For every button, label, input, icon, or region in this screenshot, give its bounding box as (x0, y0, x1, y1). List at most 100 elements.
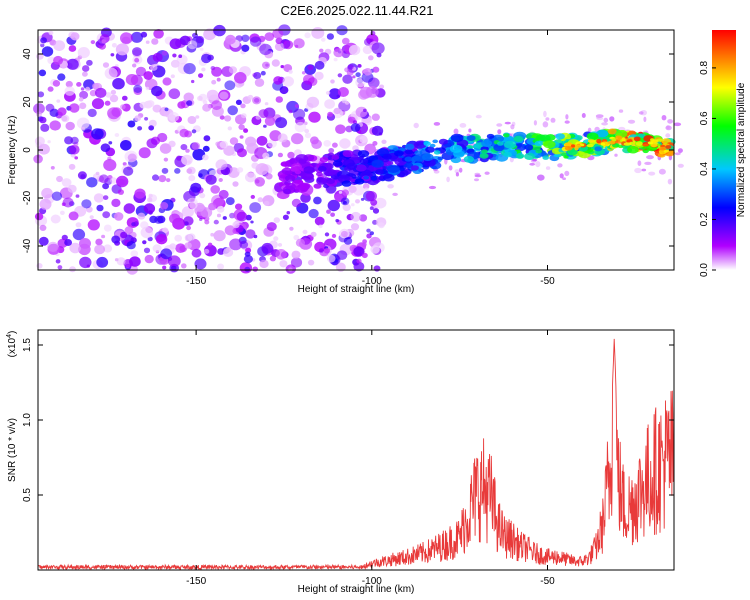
spectrogram-cell (218, 178, 223, 182)
spectrogram-cell (34, 136, 45, 146)
spectrogram-cell (146, 138, 158, 149)
spectrogram-cell (316, 177, 328, 185)
spectrogram-cell (359, 135, 368, 144)
spectrogram-cell (215, 141, 221, 147)
spectrogram-cell (60, 210, 65, 215)
spectrogram-cell (369, 231, 374, 236)
spectrogram-cell (91, 98, 105, 110)
spectrogram-cell (85, 86, 91, 92)
spectrogram-cell (96, 256, 109, 268)
spectrogram-cell (596, 138, 602, 144)
spectrogram-cell (216, 77, 221, 82)
spectrogram-cell (86, 177, 98, 188)
spectrogram-cell (274, 42, 285, 51)
spectrogram-cell (644, 161, 652, 165)
spectrogram-cell (346, 162, 358, 170)
spectrogram-cell (151, 38, 159, 45)
spectrogram-cell (378, 222, 385, 229)
spectrogram-cell (201, 53, 212, 64)
spectrogram-cell (123, 203, 135, 214)
spectrogram-cell (275, 96, 283, 103)
spectrogram-cell (251, 162, 259, 169)
spectrogram-cell (564, 170, 570, 177)
spectrogram-cell (111, 235, 121, 244)
spectrogram-cell (234, 72, 247, 84)
spectrogram-cell (191, 248, 202, 258)
spectrogram-cell (101, 39, 107, 44)
spectrogram-cell (333, 57, 338, 62)
spectrogram-cell (311, 139, 322, 149)
spectrogram-cell (565, 114, 569, 120)
spectrogram-cell (229, 137, 239, 145)
spectrogram-cell (264, 32, 275, 41)
spectrogram-cell (66, 58, 79, 70)
spectrogram-cell (38, 236, 49, 246)
spectrogram-cell (304, 128, 310, 134)
spectrogram-cell (257, 197, 263, 203)
spectrogram-cell (49, 108, 59, 118)
spectrogram-cell (321, 37, 326, 42)
spectrogram-cell (103, 195, 109, 201)
spectrogram-cell (542, 155, 549, 160)
spectrogram-cell (314, 216, 325, 226)
spectrogram-cell (581, 113, 586, 118)
colorbar-label: Normalized spectral amplitude (736, 82, 747, 217)
spectrogram-cell (100, 143, 111, 152)
spectrogram-cell (277, 152, 283, 158)
spectrogram-cell (319, 156, 329, 163)
snr-marks (37, 338, 675, 571)
spectrogram-cell (365, 191, 377, 202)
spectrogram-cell (157, 132, 168, 143)
spectrogram-cell (463, 155, 475, 163)
spectrogram-cell (362, 183, 370, 190)
spectrogram-cell (643, 116, 647, 123)
spectrogram-cell (172, 53, 177, 58)
spectrogram-cell (187, 40, 198, 50)
spectrogram-cell (142, 240, 147, 245)
snr-y-ticks: 0.5 1.0 1.5 (22, 338, 674, 502)
spectrogram-cell (360, 197, 365, 201)
spectrogram-cell (134, 57, 140, 63)
spectrogram-cell (49, 120, 61, 131)
spectrogram-cell (243, 255, 253, 264)
spectrogram-cell (68, 163, 76, 170)
spectrogram-cell (503, 133, 510, 138)
snr-multiplier-exp: 4 (6, 334, 13, 338)
spectrogram-cell (665, 145, 672, 149)
spectrogram-cell (202, 100, 208, 105)
spectrogram-cell (331, 233, 337, 238)
spectrogram-cell (254, 78, 265, 87)
spectrogram-cell (437, 156, 444, 161)
spectrogram-cell (308, 111, 321, 123)
spectrogram-cell (283, 40, 294, 50)
spectrogram-cell (174, 168, 181, 174)
spectrogram-cell (661, 115, 667, 121)
spectrogram-cell (87, 219, 100, 231)
spectrogram-cell (336, 250, 348, 260)
spectrogram-cell (355, 199, 360, 204)
spectrogram-cell (65, 80, 73, 88)
spectrogram-cell (232, 221, 240, 229)
spectrogram-cell (373, 265, 381, 272)
spectrogram-cell (133, 221, 139, 227)
spectrogram-cell (564, 120, 570, 124)
spectrogram-y-tick-label: 40 (22, 48, 33, 60)
spectrogram-cell (134, 188, 146, 199)
spectrogram-cell (342, 189, 349, 196)
spectrogram-cell (79, 90, 89, 100)
spectrogram-cell (219, 91, 229, 100)
spectrogram-cell (120, 32, 133, 44)
spectrogram-cell (72, 228, 86, 241)
spectrogram-cell (555, 133, 565, 140)
spectrogram-cell (215, 159, 228, 171)
spectrogram-cell (237, 167, 244, 173)
spectrogram-cell (366, 233, 372, 239)
spectrogram-x-ticks: -150 -100 -50 (186, 30, 555, 287)
spectrogram-cell (286, 211, 291, 215)
colorbar-tick-label: 0.8 (699, 61, 710, 75)
spectrogram-cell (267, 139, 277, 148)
spectrogram-cell (432, 139, 439, 144)
spectrogram-cell (168, 140, 176, 148)
snr-y-tick-label: 1.5 (22, 338, 33, 352)
